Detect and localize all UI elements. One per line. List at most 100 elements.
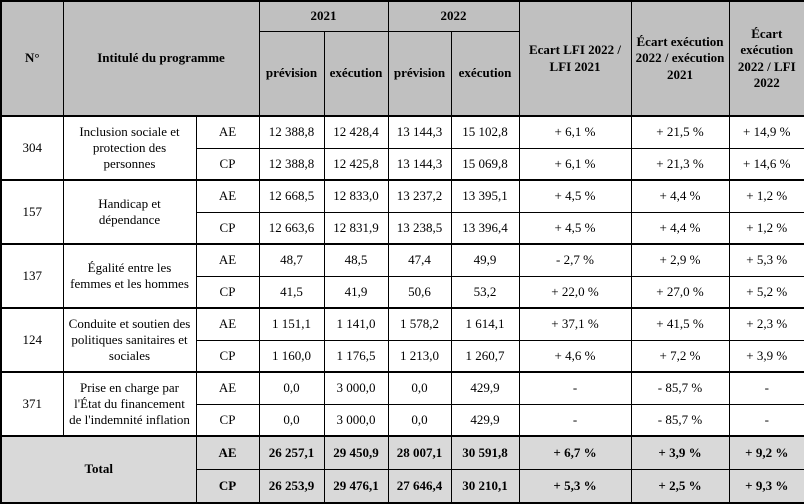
ae-label: AE xyxy=(195,307,260,341)
ecart-cell: + 37,1 % xyxy=(518,307,632,341)
value-cell: 13 238,5 xyxy=(387,211,452,245)
cp-label: CP xyxy=(195,275,260,309)
ecart-cell: + 1,2 % xyxy=(728,179,804,213)
header-prevision-2021: prévision xyxy=(258,30,325,117)
header-program: Intitulé du programme xyxy=(62,0,260,117)
header-prevision-2022: prévision xyxy=(387,30,452,117)
cp-label: CP xyxy=(195,403,260,437)
value-cell: 12 425,8 xyxy=(323,147,389,181)
ae-label: AE xyxy=(195,371,260,405)
cp-label: CP xyxy=(195,469,260,504)
value-cell: 50,6 xyxy=(387,275,452,309)
value-cell: 13 237,2 xyxy=(387,179,452,213)
header-ecart-execution-lfi: Écart exécution 2022 / LFI 2022 xyxy=(728,0,804,117)
ecart-cell: + 14,6 % xyxy=(728,147,804,181)
total-value-cell: 28 007,1 xyxy=(387,435,452,470)
value-cell: 429,9 xyxy=(450,403,520,437)
total-row: CP 26 253,9 29 476,1 27 646,4 30 210,1 +… xyxy=(1,469,804,504)
ecart-cell: + 7,2 % xyxy=(630,339,730,373)
program-name: Conduite et soutien des politiques sanit… xyxy=(62,307,197,373)
value-cell: 12 831,9 xyxy=(323,211,389,245)
table-row: 124 Conduite et soutien des politiques s… xyxy=(0,307,804,373)
ae-label: AE xyxy=(195,115,260,149)
table-row: CP 1 160,0 1 176,5 1 213,0 1 260,7 + 4,6… xyxy=(1,339,804,373)
ecart-cell: - xyxy=(728,403,804,437)
ecart-cell: + 2,9 % xyxy=(630,243,730,277)
ae-label: AE xyxy=(195,243,260,277)
total-value-cell: 26 257,1 xyxy=(258,435,325,470)
ecart-cell: + 6,1 % xyxy=(518,115,632,149)
total-label: Total xyxy=(0,435,197,504)
ecart-cell: - 2,7 % xyxy=(518,243,632,277)
program-number: 137 xyxy=(0,243,64,309)
table-row: 371 Prise en charge par l'État du financ… xyxy=(0,371,804,437)
ecart-cell: + 2,3 % xyxy=(728,307,804,341)
total-value-cell: 27 646,4 xyxy=(387,469,452,504)
value-cell: 48,7 xyxy=(258,243,325,277)
ae-label: AE xyxy=(195,179,260,213)
ecart-cell: - 85,7 % xyxy=(630,371,730,405)
value-cell: 1 160,0 xyxy=(258,339,325,373)
value-cell: 3 000,0 xyxy=(323,371,389,405)
value-cell: 1 213,0 xyxy=(387,339,452,373)
value-cell: 12 663,6 xyxy=(258,211,325,245)
program-number: 157 xyxy=(0,179,64,245)
value-cell: 12 388,8 xyxy=(258,147,325,181)
value-cell: 0,0 xyxy=(387,371,452,405)
table-row: CP 12 388,8 12 425,8 13 144,3 15 069,8 +… xyxy=(1,147,804,181)
value-cell: 0,0 xyxy=(258,403,325,437)
table-row: CP 12 663,6 12 831,9 13 238,5 13 396,4 +… xyxy=(1,211,804,245)
ecart-cell: + 5,2 % xyxy=(728,275,804,309)
header-year-2021: 2021 xyxy=(258,0,389,32)
value-cell: 48,5 xyxy=(323,243,389,277)
header-execution-2022: exécution xyxy=(450,30,520,117)
cp-label: CP xyxy=(195,339,260,373)
program-number: 124 xyxy=(0,307,64,373)
total-ecart-cell: + 5,3 % xyxy=(518,469,632,504)
table-header: N° Intitulé du programme 2021 2022 Ecart… xyxy=(0,0,804,117)
value-cell: 13 144,3 xyxy=(387,115,452,149)
total-ecart-cell: + 6,7 % xyxy=(518,435,632,470)
value-cell: 1 151,1 xyxy=(258,307,325,341)
total-ecart-cell: + 9,2 % xyxy=(728,435,804,470)
ecart-cell: - xyxy=(518,403,632,437)
total-ecart-cell: + 9,3 % xyxy=(728,469,804,504)
ecart-cell: + 41,5 % xyxy=(630,307,730,341)
value-cell: 41,9 xyxy=(323,275,389,309)
ecart-cell: - xyxy=(518,371,632,405)
header-row-groups: N° Intitulé du programme 2021 2022 Ecart… xyxy=(0,0,804,117)
value-cell: 0,0 xyxy=(387,403,452,437)
header-ecart-execution: Écart exécution 2022 / exécution 2021 xyxy=(630,0,730,117)
table-row: 157 Handicap et dépendance AE 12 668,5 1… xyxy=(0,179,804,245)
value-cell: 1 578,2 xyxy=(387,307,452,341)
cp-label: CP xyxy=(195,211,260,245)
value-cell: 3 000,0 xyxy=(323,403,389,437)
program-name: Prise en charge par l'État du financemen… xyxy=(62,371,197,437)
total-value-cell: 29 476,1 xyxy=(323,469,389,504)
value-cell: 12 388,8 xyxy=(258,115,325,149)
header-row-sub: prévision exécution prévision exécution xyxy=(1,30,804,117)
total-value-cell: 30 591,8 xyxy=(450,435,520,470)
header-year-2022: 2022 xyxy=(387,0,520,32)
ecart-cell: + 1,2 % xyxy=(728,211,804,245)
ecart-cell: + 4,5 % xyxy=(518,211,632,245)
program-name: Inclusion sociale et protection des pers… xyxy=(62,115,197,181)
ecart-cell: + 3,9 % xyxy=(728,339,804,373)
value-cell: 49,9 xyxy=(450,243,520,277)
ecart-cell: - xyxy=(728,371,804,405)
program-number: 371 xyxy=(0,371,64,437)
value-cell: 12 428,4 xyxy=(323,115,389,149)
table-row: 137 Égalité entre les femmes et les homm… xyxy=(0,243,804,309)
value-cell: 0,0 xyxy=(258,371,325,405)
table-row: 304 Inclusion sociale et protection des … xyxy=(0,115,804,181)
value-cell: 15 069,8 xyxy=(450,147,520,181)
total-row: Total AE 26 257,1 29 450,9 28 007,1 30 5… xyxy=(0,435,804,504)
value-cell: 1 260,7 xyxy=(450,339,520,373)
table-row: CP 0,0 3 000,0 0,0 429,9 - - 85,7 % - xyxy=(1,403,804,437)
total-value-cell: 26 253,9 xyxy=(258,469,325,504)
value-cell: 53,2 xyxy=(450,275,520,309)
ecart-cell: + 14,9 % xyxy=(728,115,804,149)
total-ecart-cell: + 3,9 % xyxy=(630,435,730,470)
